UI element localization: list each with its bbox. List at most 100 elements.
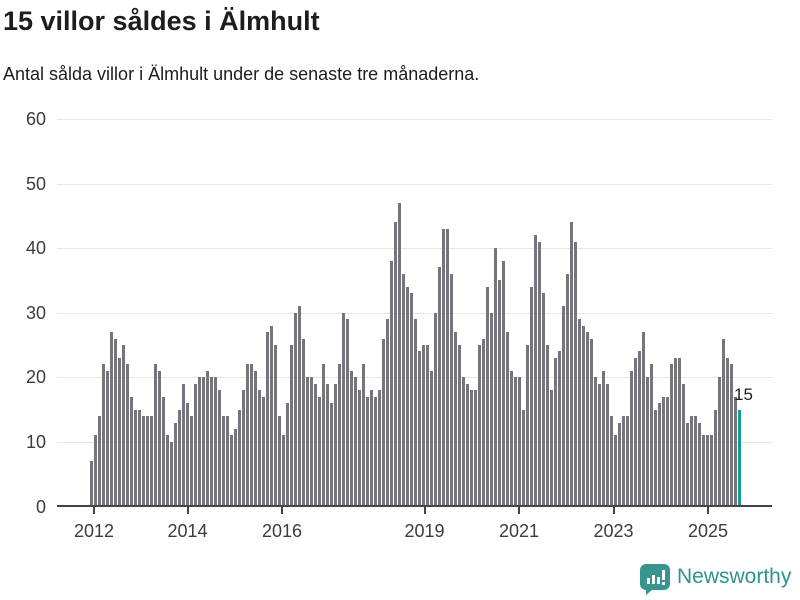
bar [518, 377, 521, 507]
bar [226, 416, 229, 507]
bar [550, 390, 553, 507]
bar [406, 286, 409, 507]
bar [694, 416, 697, 507]
bar [118, 357, 121, 507]
bar [574, 241, 577, 507]
x-axis-label-2012: 2012 [73, 521, 115, 541]
x-axis-label-2019: 2019 [404, 521, 445, 541]
bar [246, 364, 249, 507]
bar [178, 409, 181, 507]
bar [638, 351, 641, 507]
bar [498, 280, 501, 507]
y-axis-label-40: 40 [25, 238, 46, 259]
bar [666, 396, 669, 507]
bar [586, 332, 589, 507]
bar [566, 273, 569, 507]
bar [150, 416, 153, 507]
bar [202, 377, 205, 507]
bar [442, 228, 445, 507]
bar [470, 390, 473, 507]
x-axis-label-2023: 2023 [593, 521, 634, 541]
bar [110, 332, 113, 507]
bar [542, 293, 545, 507]
y-axis-label-50: 50 [25, 173, 46, 194]
bar [630, 370, 633, 507]
bar [278, 416, 281, 507]
bar [726, 357, 729, 507]
bar [182, 383, 185, 507]
bar [306, 377, 309, 507]
bar [702, 435, 705, 507]
bar [138, 409, 141, 507]
bar [258, 390, 261, 507]
bar [466, 383, 469, 507]
bar [154, 364, 157, 507]
bar [130, 396, 133, 507]
bar [714, 409, 717, 507]
bar [722, 338, 725, 507]
bar [526, 345, 529, 507]
bar [686, 422, 689, 507]
bar [446, 228, 449, 507]
logo-exclamation-mark [662, 570, 665, 580]
bar [358, 390, 361, 507]
bar [338, 364, 341, 507]
bar [558, 351, 561, 507]
bar [286, 403, 289, 507]
bar [230, 435, 233, 507]
x-tick-2016 [281, 507, 283, 514]
bar [402, 273, 405, 507]
bar [546, 345, 549, 507]
bar [502, 261, 505, 507]
bar [294, 312, 297, 507]
bar [198, 377, 201, 507]
bar [734, 396, 737, 507]
logo-bar-2 [652, 575, 655, 584]
gridline-30 [57, 312, 772, 314]
bar [450, 273, 453, 507]
bar [538, 241, 541, 507]
bar [158, 370, 161, 507]
bar [610, 416, 613, 507]
bar [162, 396, 165, 507]
bar [370, 390, 373, 507]
bar [122, 345, 125, 507]
bar [718, 377, 721, 507]
bar [386, 319, 389, 507]
bar [426, 345, 429, 507]
bar [678, 357, 681, 507]
x-tick-2025 [707, 507, 709, 514]
bar [682, 383, 685, 507]
bar [494, 248, 497, 507]
bar [210, 377, 213, 507]
bar [530, 286, 533, 507]
y-axis-label-0: 0 [35, 496, 46, 517]
x-tick-2021 [518, 507, 520, 514]
bar [594, 377, 597, 507]
bar [106, 370, 109, 507]
bar [414, 319, 417, 507]
x-axis-label-2021: 2021 [498, 521, 540, 541]
bar [482, 338, 485, 507]
bar [730, 364, 733, 507]
bar [206, 370, 209, 507]
bar [510, 370, 513, 507]
bar [346, 319, 349, 507]
bar [326, 383, 329, 507]
x-tick-2014 [186, 507, 189, 514]
bar [606, 383, 609, 507]
bar [298, 306, 301, 507]
bar [274, 345, 277, 507]
bar [194, 383, 197, 507]
bar [238, 409, 241, 507]
bar [350, 370, 353, 507]
bar [674, 357, 677, 507]
bar [186, 403, 189, 507]
bar [342, 312, 345, 507]
bar [330, 403, 333, 507]
bar [654, 409, 657, 507]
bar [282, 435, 285, 507]
logo-exclamation-dot [662, 582, 665, 585]
bar [102, 364, 105, 507]
bar [322, 364, 325, 507]
